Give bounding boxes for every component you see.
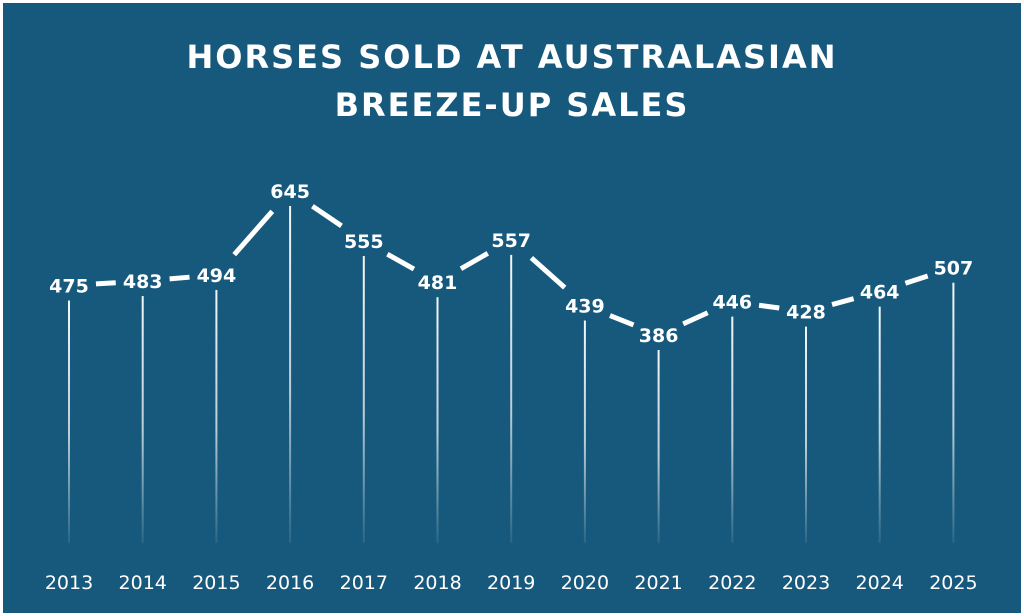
data-label-2017: 555 [344,231,384,253]
x-tick-label-2020: 2020 [561,572,609,594]
data-label-2019: 557 [491,230,531,252]
line-segment-2019-2020 [529,256,567,290]
line-segment-2018-2019 [459,251,490,271]
line-series [95,204,929,328]
data-label-2024: 464 [860,282,900,304]
x-tick-label-2016: 2016 [266,572,314,594]
data-label-2015: 494 [197,265,237,287]
chart-title-line-2: BREEZE-UP SALES [334,86,690,124]
line-segment-2021-2022 [682,310,709,327]
drop-line-2015 [215,289,218,543]
x-tick-label-2019: 2019 [487,572,535,594]
data-label-2018: 481 [418,272,458,294]
value-labels: 475 483 494 645 555 481 557 439 386 446 428 464 507 [49,181,973,347]
drop-line-2019 [510,254,513,543]
drop-line-2025 [952,282,955,543]
x-tick-label-2021: 2021 [634,572,682,594]
drop-line-2017 [362,256,365,543]
drop-line-2013 [68,300,70,543]
drop-line-2021 [657,350,660,543]
x-tick-label-2024: 2024 [856,572,904,594]
x-tick-label-2025: 2025 [929,572,977,594]
data-label-2016: 645 [270,181,310,203]
x-tick-label-2017: 2017 [340,572,388,594]
data-label-2022: 446 [712,292,752,314]
chart-title-line-1: HORSES SOLD AT AUSTRALASIAN [186,38,838,76]
line-segment-2014-2015 [169,274,190,282]
line-segment-2024-2025 [904,273,929,286]
drop-line-2023 [805,326,807,543]
x-tick-label-2013: 2013 [45,572,93,594]
line-segment-2016-2017 [311,204,343,228]
data-label-2020: 439 [565,296,605,318]
drop-line-2014 [141,296,144,543]
line-segment-2017-2018 [386,252,416,272]
x-axis-tick-labels: 2013 2014 2015 2016 2017 2018 2019 2020 2021 2022… [45,572,978,594]
drop-line-2016 [289,206,292,543]
x-tick-label-2018: 2018 [413,572,461,594]
line-segment-2020-2021 [609,313,635,328]
drop-line-2020 [583,320,586,543]
x-tick-label-2014: 2014 [119,572,167,594]
line-segment-2023-2024 [831,296,855,307]
drop-line-2024 [878,306,881,543]
chart-frame: HORSES SOLD AT AUSTRALASIAN BREEZE-UP SA… [3,3,1021,613]
data-label-2023: 428 [786,302,826,324]
data-label-2013: 475 [49,276,89,298]
data-label-2021: 386 [639,325,679,347]
line-segment-2013-2014 [95,280,116,287]
line-segment-2022-2023 [758,302,780,311]
x-tick-label-2022: 2022 [708,572,756,594]
line-segment-2015-2016 [232,209,275,257]
drop-line-2018 [436,297,439,543]
x-tick-label-2023: 2023 [782,572,830,594]
drop-line-2022 [731,316,734,543]
chart-title: HORSES SOLD AT AUSTRALASIAN BREEZE-UP SA… [3,33,1021,129]
x-tick-label-2015: 2015 [192,572,240,594]
data-label-2025: 507 [934,258,974,280]
data-label-2014: 483 [123,271,163,293]
drop-lines [68,206,955,543]
